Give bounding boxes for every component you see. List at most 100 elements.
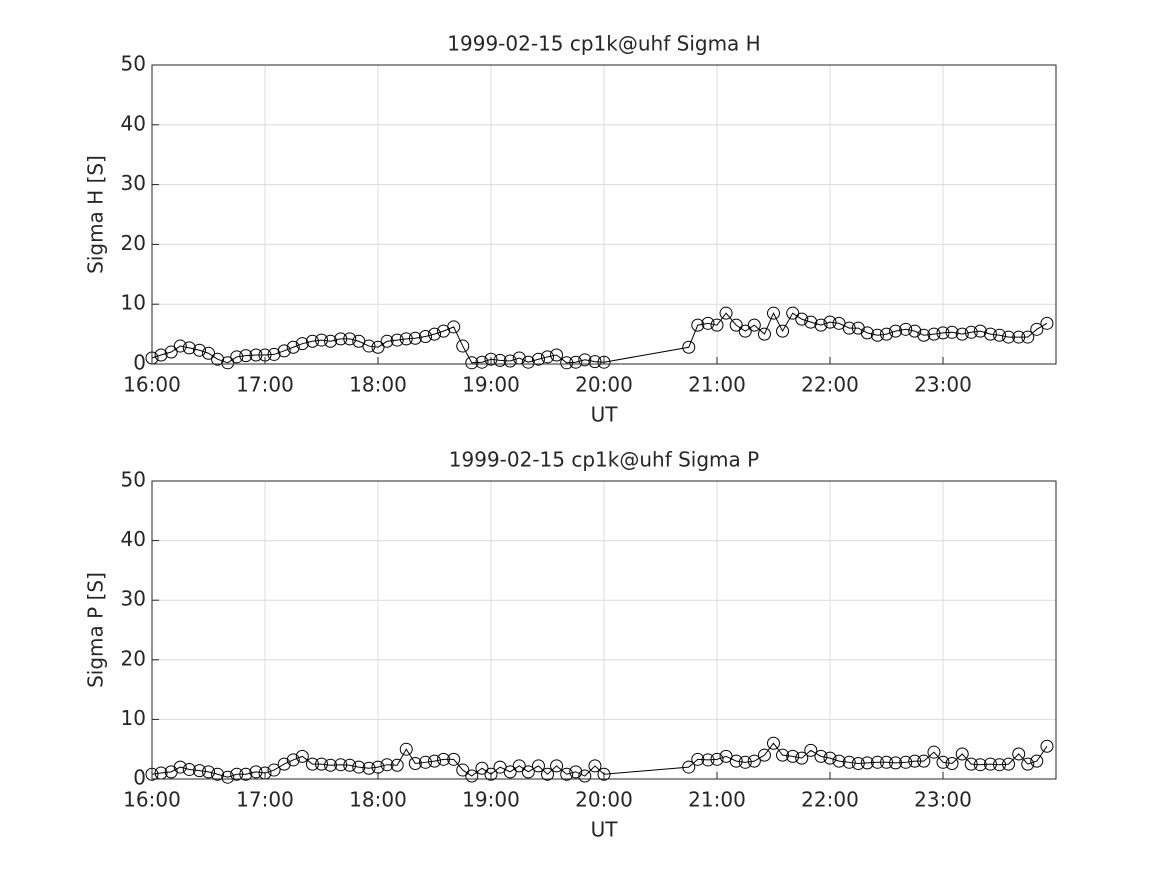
data-point [682, 340, 696, 354]
data-point [767, 306, 780, 320]
data-point [182, 341, 196, 355]
data-point [973, 758, 987, 772]
data-point [249, 765, 263, 779]
data-point [484, 767, 498, 781]
data-point [701, 316, 715, 330]
data-point [1012, 330, 1026, 344]
data-point [239, 767, 253, 781]
data-point [710, 752, 724, 766]
data-point [541, 767, 554, 781]
data-point [786, 749, 800, 763]
data-point [860, 756, 874, 770]
data-point [899, 755, 913, 769]
data-point [597, 767, 611, 781]
x-tick-label: 22:00 [801, 788, 859, 812]
y-tick-label: 10 [121, 291, 146, 315]
x-tick-label: 21:00 [688, 788, 746, 812]
data-point [503, 354, 517, 368]
x-tick-label: 17:00 [236, 373, 294, 397]
data-point [795, 751, 809, 765]
data-point [465, 356, 479, 370]
data-point [182, 762, 196, 776]
data-point [738, 755, 752, 769]
data-point [747, 754, 761, 768]
data-point [399, 332, 413, 346]
data-point [192, 343, 206, 357]
data-point [230, 767, 244, 781]
data-point [870, 328, 884, 342]
data-point [531, 759, 545, 773]
x-tick-label: 21:00 [688, 373, 746, 397]
y-tick-label: 30 [121, 171, 146, 195]
data-point [408, 331, 422, 345]
x-tick-label: 17:00 [236, 788, 294, 812]
data-point [899, 322, 913, 336]
data-point [710, 318, 724, 332]
x-tick-label: 16:00 [123, 788, 181, 812]
data-point [1012, 747, 1026, 761]
data-point [239, 349, 253, 363]
data-point [578, 353, 592, 367]
data-point [1021, 330, 1035, 344]
y-tick-label: 20 [121, 646, 146, 670]
data-point [418, 755, 432, 769]
data-point [993, 758, 1006, 772]
data-point [776, 324, 790, 338]
data-point [823, 315, 837, 329]
subplot: 16:00 17:00 18:00 19:00 20:00 21:00 22:00 23:00… [84, 32, 1057, 427]
data-point [221, 356, 235, 370]
data-point [842, 755, 856, 769]
chart-title: 1999-02-15 cp1k@uhf Sigma H [447, 32, 760, 56]
data-point [936, 755, 950, 769]
data-point [286, 753, 300, 767]
data-point [917, 754, 931, 768]
data-point [964, 757, 978, 771]
data-point [560, 767, 574, 781]
x-tick-label: 18:00 [349, 788, 407, 812]
data-point [804, 743, 818, 757]
data-point [380, 334, 394, 348]
data-point [334, 758, 348, 772]
data-point [352, 760, 366, 774]
data-point [945, 757, 959, 771]
data-point [211, 352, 225, 366]
data-point [908, 754, 922, 768]
data-point [475, 355, 489, 369]
data-point [973, 324, 987, 338]
data-point [315, 757, 328, 771]
data-point [465, 769, 479, 783]
data-point [814, 318, 828, 332]
y-tick-label: 30 [121, 587, 146, 611]
chart-title: 1999-02-15 cp1k@uhf Sigma P [449, 448, 759, 472]
data-point [164, 345, 178, 359]
x-axis-label: UT [591, 403, 619, 427]
data-point [936, 326, 950, 340]
data-point [475, 761, 489, 775]
data-point [550, 759, 564, 773]
data-point [860, 326, 874, 340]
y-tick-label: 50 [121, 52, 146, 76]
x-tick-label: 23:00 [914, 373, 972, 397]
data-point [682, 760, 696, 774]
data-point [315, 333, 328, 347]
y-axis-label: Sigma P [S] [84, 572, 108, 688]
y-tick-label: 10 [121, 706, 146, 730]
x-tick-label: 16:00 [123, 373, 181, 397]
data-point [842, 321, 856, 335]
data-point [757, 327, 771, 341]
data-point [399, 742, 413, 756]
data-point [927, 327, 941, 341]
data-point [560, 356, 574, 370]
data-point [447, 320, 461, 334]
data-point [456, 339, 470, 353]
data-point [757, 748, 771, 762]
data-point [343, 758, 357, 772]
data-point [569, 355, 583, 369]
data-point [550, 348, 564, 362]
data-point [286, 340, 300, 354]
axes-frame [151, 480, 1057, 780]
data-point [428, 754, 441, 768]
data-line [151, 742, 1048, 778]
x-tick-label: 19:00 [462, 788, 520, 812]
x-tick-label: 23:00 [914, 788, 972, 812]
